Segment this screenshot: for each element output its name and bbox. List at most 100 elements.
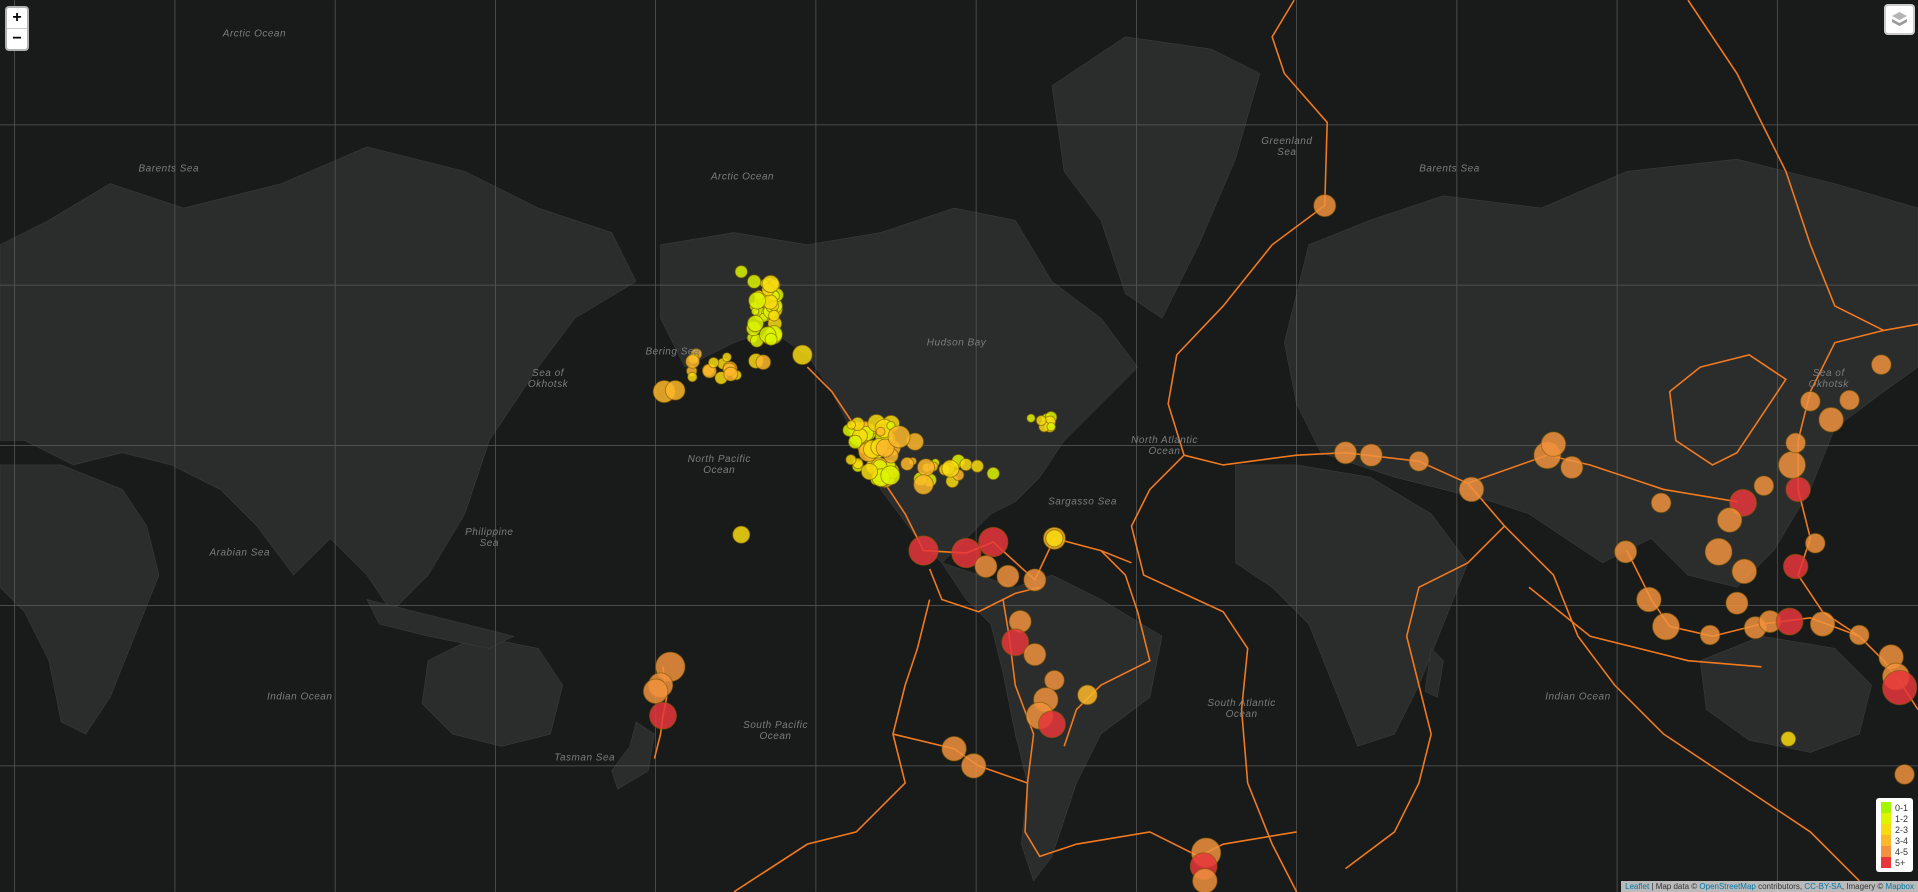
earthquake-marker xyxy=(978,526,1009,558)
attribution-text: contributors, xyxy=(1755,882,1805,891)
earthquake-marker xyxy=(941,736,967,762)
earthquake-marker xyxy=(748,291,767,310)
earthquake-marker xyxy=(996,564,1020,588)
plate-boundary xyxy=(1528,586,1762,668)
earthquake-marker xyxy=(1458,476,1485,503)
map-label: Hudson Bay xyxy=(926,337,987,348)
earthquake-marker xyxy=(642,678,669,704)
map-label: North Pacific Ocean xyxy=(687,453,751,476)
earthquake-marker xyxy=(768,309,780,322)
earthquake-marker xyxy=(1192,868,1218,892)
earthquake-marker xyxy=(664,380,686,401)
earthquake-marker xyxy=(1023,643,1047,667)
map-label: Arctic Ocean xyxy=(710,171,775,183)
attribution: Leaflet | Map data © OpenStreetMap contr… xyxy=(1621,881,1918,892)
earthquake-marker xyxy=(900,456,915,471)
earthquake-marker xyxy=(1894,764,1915,785)
earthquake-marker xyxy=(1704,537,1733,566)
earthquake-marker xyxy=(1785,476,1811,503)
plate-boundary xyxy=(1183,451,1738,503)
earthquake-marker xyxy=(1046,422,1056,432)
plate-boundary xyxy=(1063,550,1151,747)
layers-control[interactable] xyxy=(1884,4,1915,35)
map-label: Indian Ocean xyxy=(266,691,333,703)
earthquake-marker xyxy=(1871,354,1892,375)
earthquake-marker xyxy=(880,465,901,486)
legend: 0-1 1-2 2-3 3-4 4-5 5+ xyxy=(1875,798,1913,872)
map-label: Barents Sea xyxy=(1419,163,1480,175)
earthquake-marker xyxy=(1026,413,1036,423)
earthquake-marker xyxy=(746,274,762,289)
earthquake-marker xyxy=(1699,624,1721,646)
earthquakes xyxy=(642,194,1918,892)
zoom-out-button[interactable]: − xyxy=(7,28,27,49)
map-label: Indian Ocean xyxy=(1545,691,1611,703)
attribution-text: | Map data © xyxy=(1649,882,1700,891)
earthquake-marker xyxy=(970,459,984,473)
earthquake-marker xyxy=(1045,529,1064,548)
zoom-in-button[interactable]: + xyxy=(12,9,22,26)
legend-label: 2-3 xyxy=(1894,824,1908,835)
map-label: Arctic Ocean xyxy=(222,28,287,40)
earthquake-marker xyxy=(974,554,998,578)
map-label: Sea of Okhotsk xyxy=(1808,368,1849,391)
plate-boundary xyxy=(733,599,931,892)
legend-swatch xyxy=(1880,824,1891,835)
earthquake-marker xyxy=(875,426,886,437)
earthquake-marker xyxy=(941,459,960,478)
earthquake-marker xyxy=(1001,628,1030,657)
legend-swatch xyxy=(1880,846,1891,857)
earthquake-marker xyxy=(1731,558,1758,585)
earthquake-marker xyxy=(764,332,778,346)
earthquake-marker xyxy=(848,434,863,450)
earthquake-marker xyxy=(916,458,936,477)
legend-item: 5+ xyxy=(1880,857,1908,868)
earthquake-marker xyxy=(1804,532,1826,554)
earthquake-marker xyxy=(1775,607,1804,636)
earthquake-marker xyxy=(1038,710,1066,739)
earthquake-marker xyxy=(746,315,765,333)
plate-boundary xyxy=(928,568,1040,613)
earthquake-marker xyxy=(1809,611,1836,637)
mapbox-link[interactable]: Mapbox xyxy=(1885,882,1914,891)
leaflet-link[interactable]: Leaflet xyxy=(1625,882,1650,891)
map-label: Sargasso Sea xyxy=(1048,496,1117,508)
earthquake-marker xyxy=(1614,540,1638,564)
earthquake-marker xyxy=(1753,475,1775,497)
earthquake-marker xyxy=(1849,624,1870,646)
earthquake-marker xyxy=(845,454,857,466)
earthquake-marker xyxy=(1818,406,1844,433)
earthquake-marker xyxy=(1725,591,1749,615)
map-label: Greenland Sea xyxy=(1261,135,1313,158)
earthquake-marker xyxy=(887,425,911,449)
map-label: Philippine Sea xyxy=(465,527,514,550)
earthquake-marker xyxy=(723,366,739,382)
earthquake-marker xyxy=(1800,391,1821,412)
legend-label: 1-2 xyxy=(1894,813,1908,824)
earthquake-marker xyxy=(1035,414,1047,426)
plate-boundary xyxy=(1503,525,1860,882)
earthquake-marker xyxy=(846,420,857,430)
legend-label: 0-1 xyxy=(1894,802,1908,813)
attribution-text: , Imagery © xyxy=(1841,882,1886,891)
legend-swatch xyxy=(1880,813,1891,824)
earthquake-marker xyxy=(1650,492,1672,514)
earthquake-marker xyxy=(685,354,700,369)
legend-label: 5+ xyxy=(1894,857,1906,868)
earthquake-marker xyxy=(649,701,677,730)
osm-link[interactable]: OpenStreetMap xyxy=(1699,882,1756,891)
earthquake-marker xyxy=(1334,441,1358,465)
earthquake-marker xyxy=(687,371,698,383)
map-label: Sea of Okhotsk xyxy=(527,368,569,391)
legend-label: 4-5 xyxy=(1894,846,1908,857)
earthquake-marker xyxy=(875,438,895,458)
map-label: South Atlantic Ocean xyxy=(1207,698,1276,721)
plate-boundary xyxy=(1345,482,1506,870)
earthquake-marker xyxy=(707,357,720,369)
earthquake-marker xyxy=(732,525,751,544)
earthquake-marker xyxy=(1652,612,1680,641)
license-link[interactable]: CC-BY-SA xyxy=(1804,882,1842,891)
